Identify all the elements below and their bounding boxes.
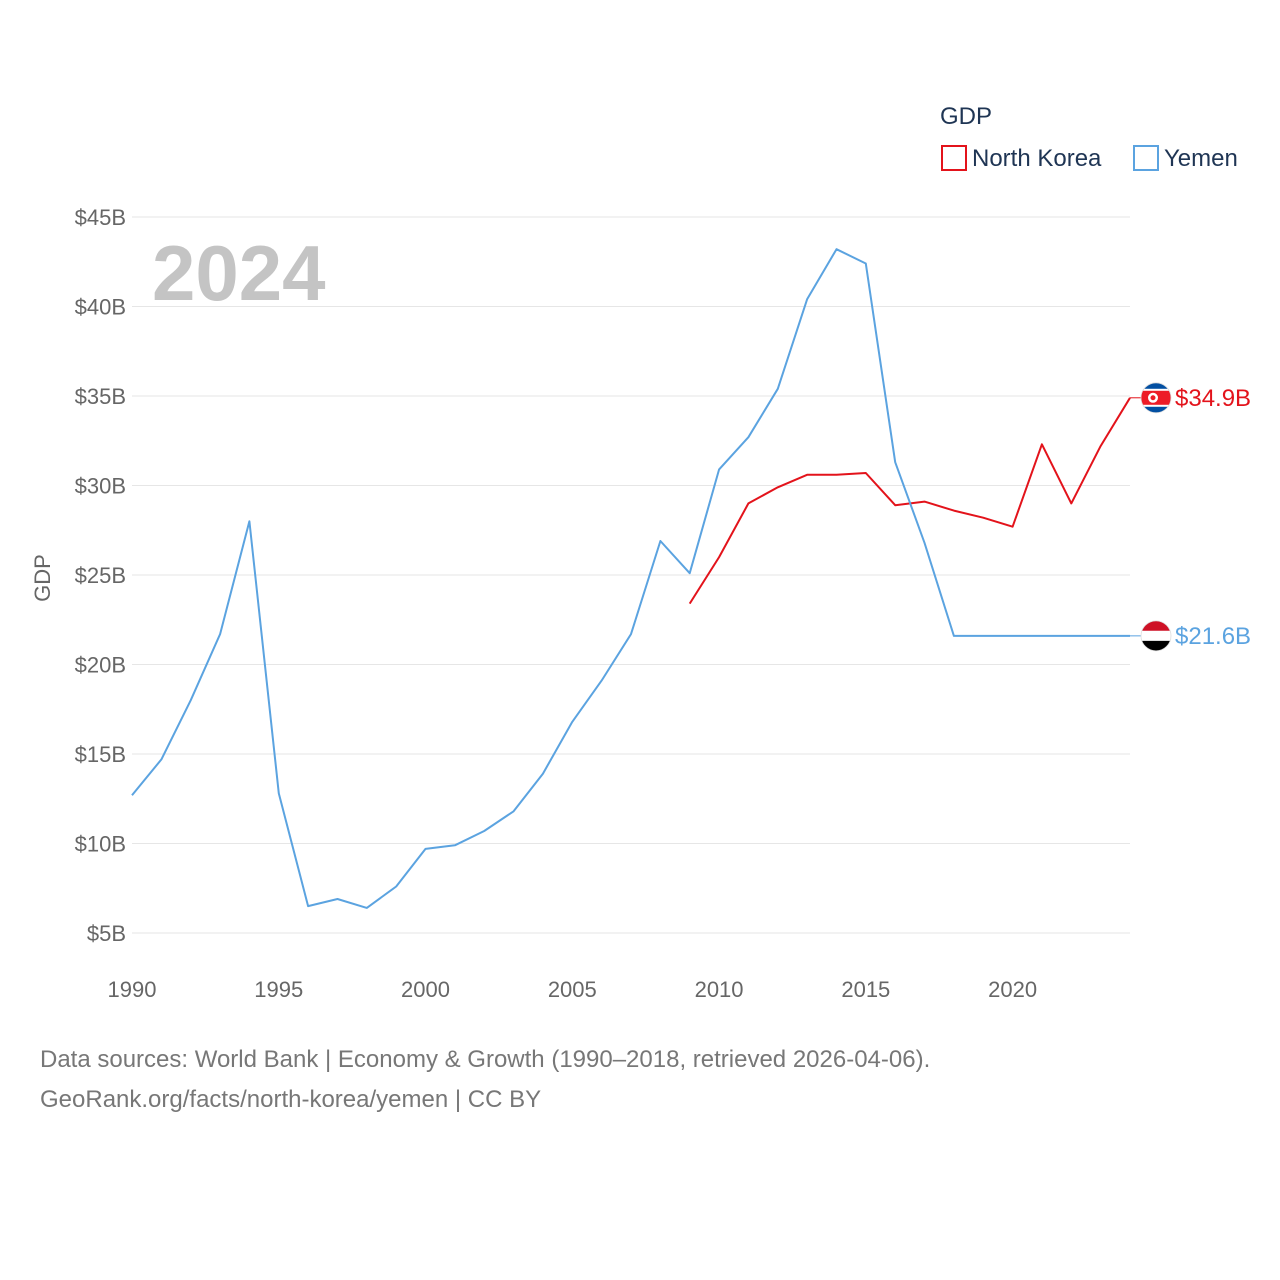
yemen-series-line — [131, 248, 1130, 909]
x-tick-label: 2005 — [548, 977, 597, 1002]
year-watermark: 2024 — [152, 229, 326, 317]
x-tick-label: 1990 — [108, 977, 157, 1002]
yemen-end-value: $21.6B — [1175, 623, 1251, 650]
legend-swatch — [941, 145, 967, 171]
y-tick-label: $30B — [75, 474, 126, 499]
x-tick-label: 2010 — [695, 977, 744, 1002]
y-axis-label: GDP — [30, 554, 55, 602]
credit-line: GeoRank.org/facts/north-korea/yemen | CC… — [40, 1086, 542, 1113]
y-tick-label: $5B — [87, 921, 126, 946]
legend-title: GDP — [940, 103, 992, 130]
legend-label: Yemen — [1164, 145, 1238, 172]
y-tick-label: $45B — [75, 205, 126, 230]
y-tick-label: $35B — [75, 384, 126, 409]
legend: GDP North Korea Yemen — [940, 103, 1238, 172]
north-korea-end-value: $34.9B — [1175, 385, 1251, 412]
yemen-flag-icon — [1141, 620, 1171, 651]
series-end-markers: $34.9B $21.6B — [1130, 382, 1251, 652]
y-axis-ticks: $5B $10B $15B $20B $25B $30B $35B $40B $45B — [75, 205, 126, 946]
x-axis-ticks: 1990 1995 2000 2005 2010 2015 2020 — [108, 977, 1038, 1002]
y-tick-label: $25B — [75, 563, 126, 588]
source-note: Data sources: World Bank | Economy & Gro… — [40, 1040, 1240, 1120]
y-tick-label: $20B — [75, 653, 126, 678]
north-korea-flag-icon — [1141, 382, 1171, 413]
legend-label: North Korea — [972, 145, 1102, 172]
y-tick-label: $15B — [75, 742, 126, 767]
legend-item-north-korea[interactable]: North Korea — [941, 145, 1102, 172]
legend-swatch — [1133, 145, 1159, 171]
x-tick-label: 2015 — [841, 977, 890, 1002]
grid-lines — [132, 216, 1130, 934]
series-lines — [131, 248, 1131, 909]
y-tick-label: $40B — [75, 295, 126, 320]
y-tick-label: $10B — [75, 832, 126, 857]
x-tick-label: 1995 — [254, 977, 303, 1002]
legend-items: North Korea Yemen — [941, 145, 1238, 172]
x-tick-label: 2020 — [988, 977, 1037, 1002]
x-tick-label: 2000 — [401, 977, 450, 1002]
legend-item-yemen[interactable]: Yemen — [1133, 145, 1238, 172]
data-sources-line: Data sources: World Bank | Economy & Gro… — [40, 1046, 931, 1073]
